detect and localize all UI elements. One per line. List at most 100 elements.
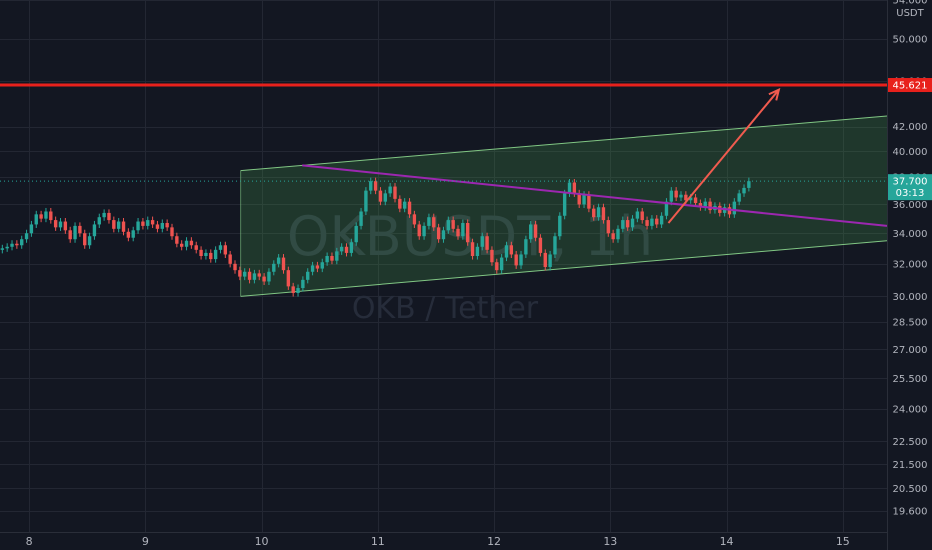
projection-arrow-shaft[interactable] [667, 89, 780, 224]
candle-body [10, 243, 14, 247]
price-tick-label: 32.000 [893, 259, 928, 270]
candle [83, 229, 87, 249]
candle-body [485, 236, 489, 250]
candle-body [567, 182, 572, 194]
candle-body [398, 198, 402, 209]
candle-body [146, 220, 150, 226]
price-tick-label: 34.000 [893, 229, 928, 240]
candle-body [15, 243, 19, 246]
candle-body [635, 211, 640, 219]
candle [480, 232, 484, 251]
descending-trendline[interactable] [302, 164, 888, 227]
candle [485, 232, 489, 254]
candle-body [335, 251, 339, 261]
candle [461, 219, 465, 240]
time-tick-label: 15 [836, 535, 850, 548]
candle [87, 232, 92, 249]
candle [533, 220, 538, 242]
candle [194, 241, 198, 254]
candle-body [679, 194, 683, 198]
candle [286, 266, 291, 290]
candle-body [267, 271, 271, 282]
channel-lower-line[interactable] [240, 240, 888, 297]
candle [441, 226, 446, 243]
candle [339, 243, 344, 255]
candle-body [407, 201, 412, 215]
candle [543, 249, 547, 271]
candle [199, 246, 203, 260]
candle-body [369, 181, 373, 191]
candle-body [179, 243, 184, 247]
candle-body [78, 225, 82, 234]
candle [146, 216, 150, 230]
candle-body [514, 254, 518, 266]
candle-body [577, 193, 581, 205]
candle [451, 216, 455, 233]
candle-body [330, 256, 334, 261]
candle-body [189, 240, 194, 246]
candle [92, 220, 97, 240]
candle [737, 189, 741, 206]
candle-body [228, 254, 232, 264]
candle [306, 268, 310, 284]
candle-body [708, 201, 712, 211]
candle-body [339, 246, 344, 252]
candle-body [451, 220, 455, 229]
candle-body [194, 245, 198, 250]
candle-body [141, 221, 145, 226]
candle [238, 266, 242, 281]
candle-body [121, 221, 126, 232]
candle-body [126, 231, 131, 238]
candle-body [616, 228, 620, 240]
candle-body [73, 225, 77, 240]
candle-body [291, 286, 295, 294]
candle [727, 203, 732, 218]
candle [407, 198, 412, 218]
candle [655, 215, 659, 228]
candle [524, 235, 528, 258]
candle [78, 222, 82, 237]
candle-body [310, 265, 315, 272]
candle [388, 183, 392, 197]
candle-body [645, 220, 649, 226]
candle-body [388, 186, 392, 194]
price-tick-label: 36.000 [893, 200, 928, 211]
candle [621, 216, 625, 233]
candle [427, 213, 431, 230]
candle-body [703, 201, 707, 208]
candle-body [373, 181, 378, 191]
candle [499, 254, 504, 274]
drawing-lines[interactable] [0, 83, 888, 227]
candle-body [315, 265, 320, 269]
candle [296, 284, 300, 297]
candle [698, 199, 703, 211]
candle-body [349, 242, 354, 253]
channel-upper-line[interactable] [240, 115, 888, 172]
candle-body [466, 222, 470, 243]
candle [373, 177, 378, 195]
candle [49, 207, 53, 224]
candle [538, 234, 543, 257]
candle-body [747, 181, 751, 188]
candle [179, 240, 184, 251]
candle-body [325, 256, 329, 263]
candle-body [0, 248, 5, 250]
time-axis[interactable]: 8 9 10 11 12 13 14 15 [0, 532, 887, 549]
candle [359, 207, 363, 230]
candle-body [63, 221, 68, 231]
candle-body [504, 245, 509, 258]
candle [102, 209, 106, 221]
candle-body [436, 227, 441, 240]
currency-label: USDT [896, 8, 924, 19]
candle [325, 252, 329, 266]
candle-body [364, 190, 368, 212]
candle-body [160, 222, 164, 229]
candle-body [276, 257, 281, 264]
candle-body [83, 233, 87, 246]
candle-body [650, 218, 654, 226]
candle [558, 212, 562, 240]
candle-body [689, 197, 693, 201]
projection-arrow-head [768, 87, 781, 101]
